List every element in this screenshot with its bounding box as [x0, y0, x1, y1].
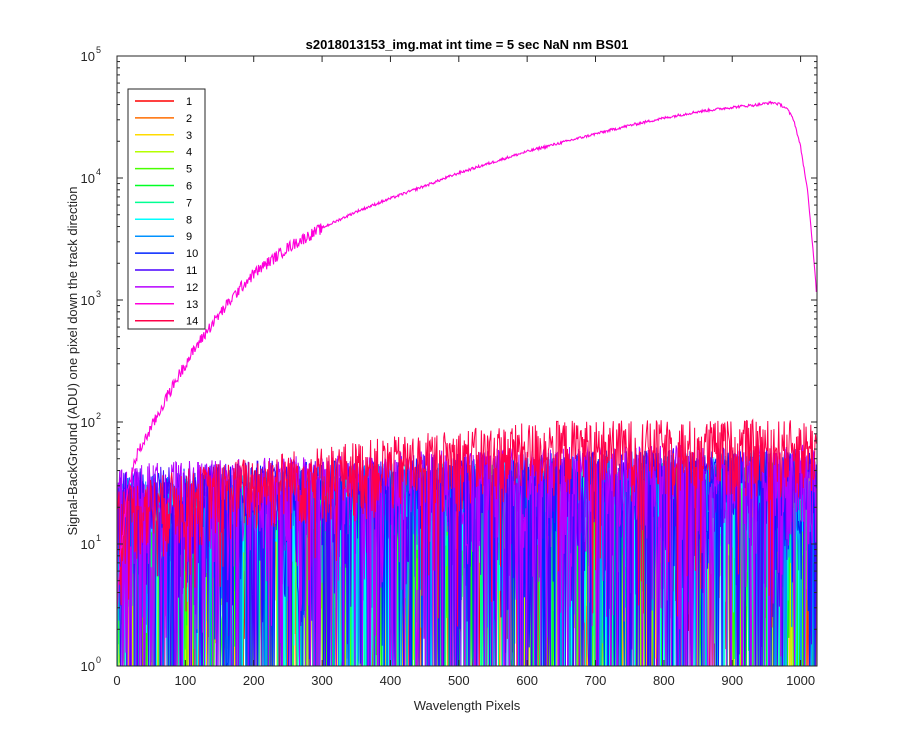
x-tick-label: 900	[721, 673, 743, 688]
y-tick-label: 10	[81, 415, 95, 430]
legend-label-7: 7	[186, 197, 192, 209]
y-tick-exponent: 3	[96, 289, 101, 299]
x-tick-label: 1000	[786, 673, 815, 688]
y-tick-label: 10	[81, 49, 95, 64]
legend-label-5: 5	[186, 164, 192, 176]
chart-title: s2018013153_img.mat int time = 5 sec NaN…	[306, 37, 629, 52]
y-tick-exponent: 4	[96, 167, 101, 177]
x-tick-label: 600	[516, 673, 538, 688]
x-tick-label: 300	[311, 673, 333, 688]
legend-label-1: 1	[186, 96, 192, 108]
legend-label-8: 8	[186, 214, 192, 226]
y-tick-exponent: 0	[96, 655, 101, 665]
legend-label-3: 3	[186, 130, 192, 142]
x-axis-label: Wavelength Pixels	[414, 698, 521, 713]
x-tick-label: 500	[448, 673, 470, 688]
legend-label-14: 14	[186, 316, 198, 328]
legend-label-11: 11	[186, 265, 197, 277]
legend-label-9: 9	[186, 231, 192, 243]
series-12-line	[116, 444, 817, 667]
y-tick-exponent: 1	[96, 533, 101, 543]
x-tick-label: 700	[585, 673, 607, 688]
x-tick-label: 800	[653, 673, 675, 688]
plot-frame	[116, 55, 818, 667]
legend-label-10: 10	[186, 248, 198, 260]
legend-label-4: 4	[186, 147, 192, 159]
legend-label-13: 13	[186, 299, 198, 311]
series-14-line	[116, 418, 817, 628]
y-axis-label: Signal-BackGround (ADU) one pixel down t…	[65, 186, 80, 535]
y-tick-label: 10	[81, 171, 95, 186]
y-tick-label: 10	[81, 537, 95, 552]
y-tick-exponent: 5	[96, 45, 101, 55]
legend-label-2: 2	[186, 113, 192, 125]
x-tick-label: 100	[175, 673, 197, 688]
y-tick-label: 10	[81, 293, 95, 308]
series-layer	[116, 100, 817, 667]
series-13-line	[116, 100, 817, 610]
legend-label-12: 12	[186, 282, 198, 294]
x-tick-label: 400	[380, 673, 402, 688]
y-tick-exponent: 2	[96, 411, 101, 421]
legend-box	[127, 88, 206, 330]
x-tick-label: 0	[113, 673, 120, 688]
y-tick-label: 10	[81, 659, 95, 674]
legend-label-6: 6	[186, 181, 192, 193]
x-tick-label: 200	[243, 673, 265, 688]
